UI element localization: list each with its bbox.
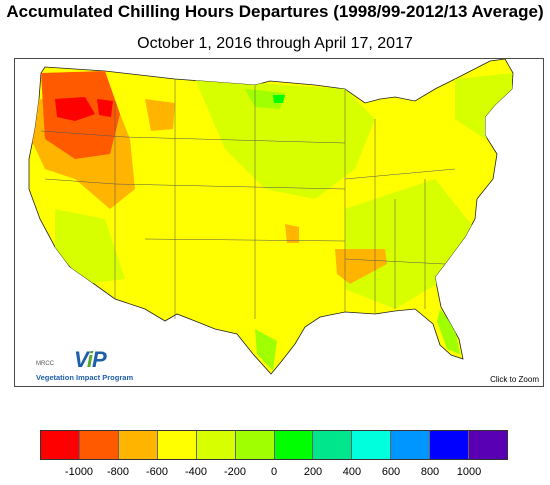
region-green-patch-texas bbox=[255, 329, 277, 371]
legend-swatch bbox=[391, 431, 431, 459]
click-to-zoom-label[interactable]: Click to Zoom bbox=[490, 375, 539, 384]
map-subtitle: October 1, 2016 through April 17, 2017 bbox=[137, 35, 413, 52]
vip-logo: ViP MRCC Vegetation Impact Program bbox=[36, 347, 146, 383]
legend-swatch bbox=[41, 431, 80, 459]
legend-tick-label: 600 bbox=[381, 466, 401, 478]
legend-swatch bbox=[352, 431, 392, 459]
legend-tick-label: -200 bbox=[223, 466, 247, 478]
legend-tick-label: 1000 bbox=[456, 466, 482, 478]
state-borders bbox=[40, 79, 456, 319]
us-departure-map bbox=[28, 59, 514, 375]
region-lime-southwest bbox=[55, 209, 125, 284]
region-lime-north bbox=[195, 79, 375, 199]
legend-swatch bbox=[274, 431, 314, 459]
logo-name: Vegetation Impact Program bbox=[36, 373, 134, 382]
color-legend bbox=[40, 430, 508, 460]
logo-agency: MRCC bbox=[36, 361, 54, 367]
region-red-core-2 bbox=[97, 99, 113, 117]
legend-tick-label: -600 bbox=[145, 466, 169, 478]
legend-swatch bbox=[79, 431, 119, 459]
region-orange-spot-2 bbox=[335, 249, 387, 284]
legend-tick-label: 800 bbox=[420, 466, 440, 478]
legend-tick-labels: -1000 -800 -600 -400 -200 0 200 400 600 800 1000 bbox=[40, 466, 508, 482]
legend-swatch bbox=[118, 431, 158, 459]
region-green-point bbox=[273, 95, 285, 103]
map-frame[interactable]: ViP MRCC Vegetation Impact Program Click… bbox=[14, 58, 544, 387]
region-green-patch-florida bbox=[437, 309, 460, 354]
legend-swatch bbox=[235, 431, 275, 459]
legend-tick-label: -1000 bbox=[64, 466, 94, 478]
legend-swatch bbox=[430, 431, 470, 459]
legend-tick-label: -400 bbox=[184, 466, 207, 478]
region-orange-spot-1 bbox=[285, 224, 299, 243]
legend-swatch bbox=[157, 431, 197, 459]
region-orange-spot-3 bbox=[145, 99, 175, 131]
legend-tick-label: 0 bbox=[270, 466, 278, 478]
map-title: Accumulated Chilling Hours Departures (1… bbox=[6, 2, 544, 21]
legend-tick-label: 400 bbox=[342, 466, 362, 478]
legend-swatch bbox=[196, 431, 236, 459]
legend-swatch bbox=[469, 431, 508, 459]
legend-swatch bbox=[313, 431, 353, 459]
region-red-core bbox=[55, 97, 95, 121]
legend-tick-label: 200 bbox=[303, 466, 323, 478]
legend-tick-label: -800 bbox=[106, 466, 129, 478]
logo-mark: ViP bbox=[74, 347, 107, 372]
region-yellow-band bbox=[115, 189, 345, 321]
